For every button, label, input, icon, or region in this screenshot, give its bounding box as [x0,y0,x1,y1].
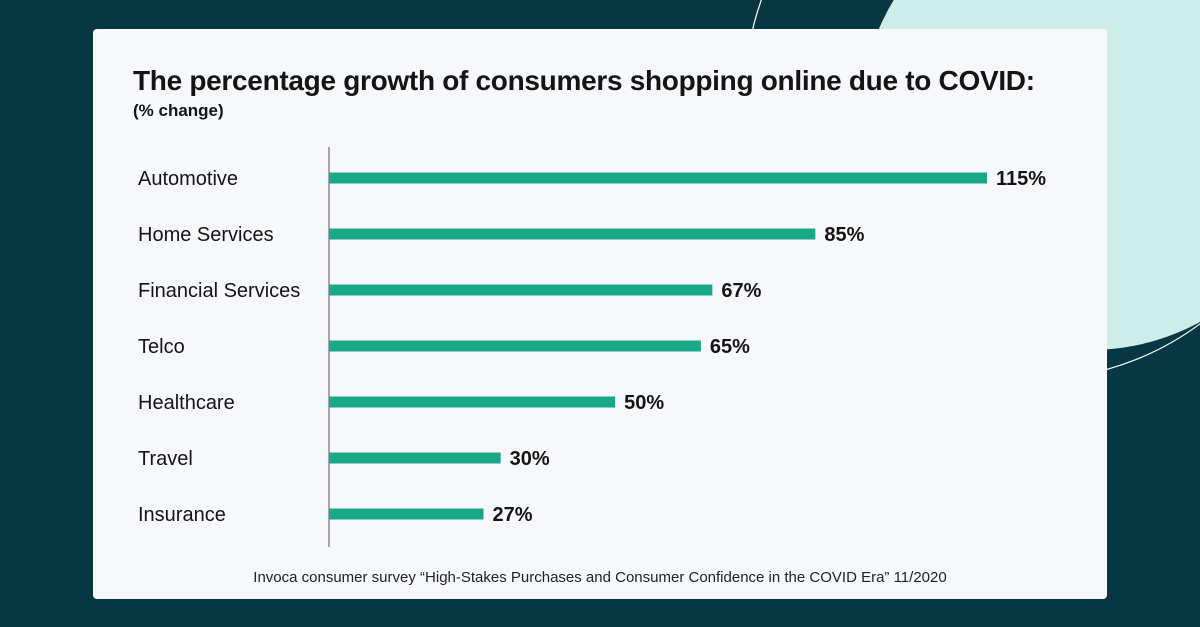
bar [329,284,713,296]
value-label: 27% [492,504,532,526]
category-label: Insurance [138,504,226,526]
bar-chart: Automotive 115% Home Services 85% Financial … [138,147,1046,547]
bar [329,396,616,408]
bar [329,452,501,464]
chart-title: The percentage growth of consumers shopp… [133,65,1035,96]
category-label: Healthcare [138,392,235,414]
category-label: Telco [138,336,185,358]
chart-card: The percentage growth of consumers shopp… [93,29,1107,599]
value-label: 67% [721,280,761,302]
value-label: 115% [996,168,1046,190]
category-label: Home Services [138,224,274,246]
bar [329,340,701,352]
value-label: 30% [510,448,550,470]
value-label: 50% [624,392,664,414]
chart-subtitle: (% change) [133,101,224,120]
bar [329,508,484,520]
bar [329,228,816,240]
category-label: Travel [138,448,193,470]
bar [329,172,987,184]
source-note: Invoca consumer survey “High-Stakes Purc… [253,569,947,586]
value-label: 65% [710,336,750,358]
category-label: Financial Services [138,280,300,302]
category-label: Automotive [138,168,238,190]
value-label: 85% [824,224,864,246]
